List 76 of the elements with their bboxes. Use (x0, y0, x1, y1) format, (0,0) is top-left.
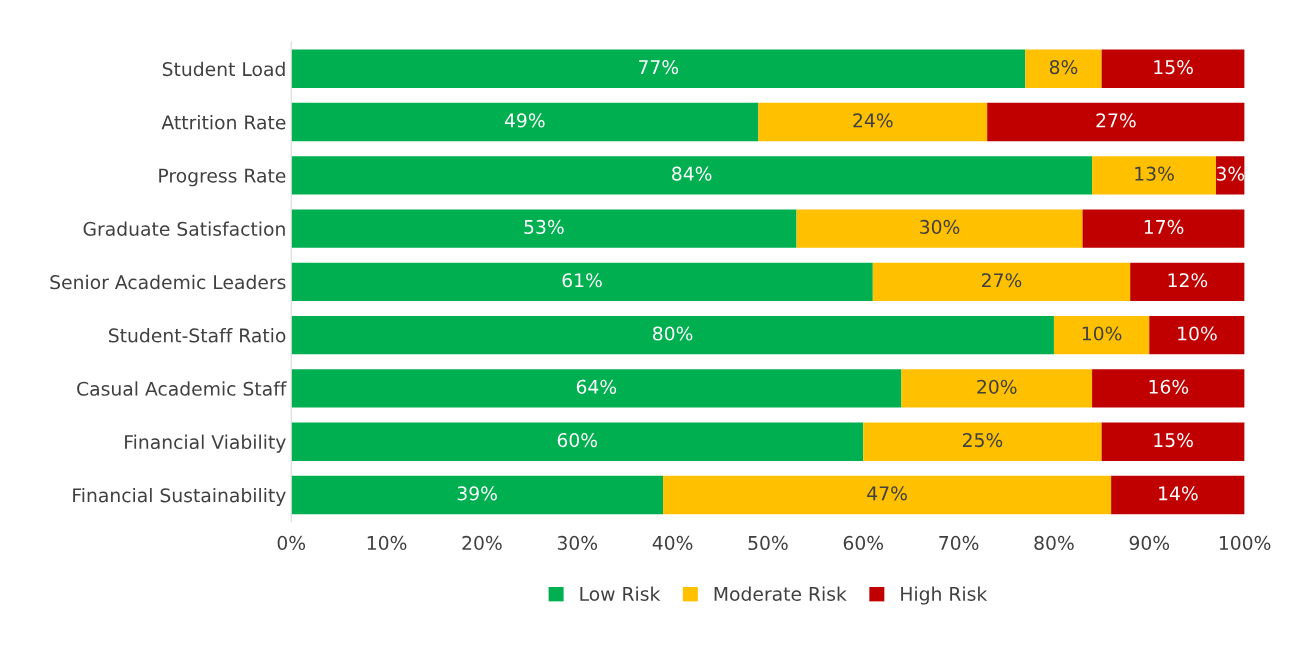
x-tick-label: 60% (843, 535, 884, 551)
x-tick-label: 20% (462, 535, 502, 551)
y-tick-label: Senior Academic Leaders (50, 274, 286, 290)
y-tick-label: Graduate Satisfaction (83, 221, 285, 236)
y-tick-label: Student-Staff Ratio (109, 328, 286, 343)
data-label: 13% (1135, 166, 1174, 181)
bar (758, 102, 988, 142)
bar (1082, 209, 1245, 248)
y-tick-label: Financial Viability (125, 434, 286, 453)
data-label: 61% (562, 273, 602, 288)
x-tick-label: 100% (1219, 535, 1271, 551)
bar (1101, 422, 1245, 461)
data-label: 8% (1049, 60, 1078, 75)
x-tick-label: 80% (1034, 535, 1074, 551)
data-label: 10% (1178, 326, 1217, 341)
data-label: 3% (1216, 166, 1245, 181)
bar (291, 369, 902, 408)
x-tick-label: 10% (367, 535, 407, 551)
data-label: 17% (1144, 219, 1184, 235)
bar (1092, 369, 1245, 408)
bar (901, 369, 1093, 408)
data-label: 53% (524, 219, 564, 235)
data-label: 77% (638, 60, 679, 75)
legend-label: Moderate Risk (714, 586, 847, 601)
data-label: 15% (1154, 60, 1193, 75)
bar (291, 49, 1026, 88)
y-tick-label: Progress Rate (159, 168, 286, 187)
data-label: 16% (1149, 379, 1189, 394)
x-tick-label: 70% (939, 535, 979, 551)
bar (796, 209, 1083, 248)
x-tick-label: 40% (652, 535, 693, 551)
bar (1025, 49, 1102, 88)
y-tick-label: Student Load (162, 61, 285, 77)
data-label: 25% (962, 432, 1003, 448)
x-tick-label: 0% (277, 535, 306, 551)
legend-label: High Risk (901, 586, 988, 605)
data-label: 15% (1154, 432, 1193, 448)
bar (291, 315, 1054, 355)
x-tick-label: 50% (748, 535, 788, 551)
data-label: 20% (977, 379, 1017, 394)
data-label: 30% (920, 219, 960, 235)
data-label: 24% (853, 113, 893, 128)
data-label: 27% (1096, 113, 1136, 128)
bar (291, 209, 797, 248)
bar (1101, 49, 1245, 88)
data-label: 47% (867, 486, 907, 501)
bar (291, 475, 664, 515)
data-label: 49% (504, 113, 545, 128)
legend-label: Low Risk (580, 586, 661, 601)
bar (291, 262, 873, 302)
data-label: 10% (1082, 326, 1122, 341)
y-tick-label: Casual Academic Staff (77, 381, 287, 396)
data-label: 39% (457, 486, 497, 501)
bar (1111, 475, 1245, 515)
bar (1092, 156, 1217, 195)
bar (1149, 315, 1245, 355)
bar (291, 102, 759, 142)
data-label: 60% (557, 432, 598, 448)
data-label: 12% (1168, 273, 1208, 288)
data-label: 27% (982, 273, 1022, 288)
x-tick-label: 90% (1129, 535, 1170, 551)
bar (872, 262, 1131, 302)
data-label: 84% (672, 166, 712, 181)
y-tick-label: Financial Sustainability (73, 487, 286, 507)
x-tick-label: 30% (557, 535, 598, 551)
bar (1130, 262, 1245, 302)
data-label: 64% (576, 379, 617, 394)
bar (291, 156, 1093, 195)
bar (663, 475, 1112, 515)
y-tick-label: Attrition Rate (161, 114, 286, 130)
bar (1053, 315, 1150, 355)
bar (291, 422, 864, 461)
bar (987, 102, 1245, 142)
data-label: 80% (653, 326, 693, 341)
data-label: 14% (1159, 486, 1198, 501)
bar (863, 422, 1102, 461)
